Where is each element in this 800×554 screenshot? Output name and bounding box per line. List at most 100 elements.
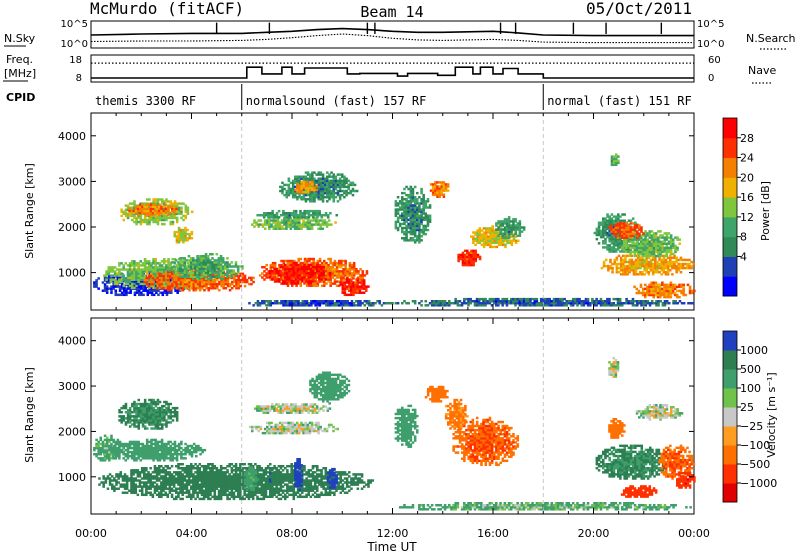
heatmap-cell [152,260,155,263]
heatmap-cell [189,275,193,279]
heatmap-cell [623,246,626,249]
heatmap-cell [654,250,658,254]
heatmap-cell [663,285,666,289]
heatmap-cell [209,271,212,274]
heatmap-cell [426,228,430,232]
heatmap-cell [224,276,228,280]
heatmap-cell [401,237,404,240]
heatmap-cell [351,189,355,193]
heatmap-cell [312,216,315,219]
heatmap-cell [271,212,274,215]
heatmap-cell [633,254,637,258]
heatmap-cell [445,304,449,307]
heatmap-cell [213,282,217,286]
heatmap-cell [311,182,314,186]
heatmap-cell [313,200,316,203]
heatmap-cell [612,242,616,245]
heatmap-cell [133,282,136,286]
heatmap-cell [476,253,480,257]
heatmap-cell [350,289,353,292]
heatmap-cell [221,269,225,272]
heatmap-cell [454,302,457,305]
heatmap-cell [606,231,609,235]
heatmap-cell [123,287,126,290]
heatmap-cell [145,205,148,209]
heatmap-cell [239,265,242,268]
heatmap-cell [213,269,216,272]
heatmap-cell [394,202,398,205]
heatmap-cell [356,277,359,280]
heatmap-cell [635,250,639,254]
heatmap-cell [599,231,603,235]
heatmap-cell [646,238,649,241]
heatmap-cell [356,289,359,292]
heatmap-cell [420,218,423,222]
heatmap-cell [646,293,649,297]
heatmap-cell [137,272,140,275]
heatmap-cell [291,187,295,191]
heatmap-cell [322,265,325,269]
heatmap-cell [357,272,360,275]
heatmap-cell [290,274,293,277]
heatmap-cell [255,221,258,224]
heatmap-cell [327,272,330,275]
heatmap-cell [269,212,272,215]
heatmap-cell [401,198,404,201]
heatmap-cell [428,302,432,305]
heatmap-cell [302,186,306,190]
heatmap-cell [514,230,517,233]
heatmap-cell [407,224,410,228]
heatmap-cell [93,281,96,284]
heatmap-cell [409,228,413,232]
heatmap-cell [428,218,432,222]
heatmap-cell [658,266,661,270]
heatmap-cell [319,225,322,228]
heatmap-cell [149,282,153,286]
heatmap-cell [128,278,132,281]
heatmap-cell [268,223,271,226]
heatmap-cell [323,284,326,287]
heatmap-cell [641,258,644,262]
heatmap-cell [179,265,182,268]
heatmap-cell [298,191,301,194]
heatmap-cell [263,274,266,277]
heatmap-cell [209,284,213,288]
heatmap-cell [559,300,562,303]
heatmap-cell [524,300,528,303]
heatmap-cell [341,179,344,183]
heatmap-cell [647,271,651,274]
heatmap-cell [331,263,335,267]
heatmap-cell [659,283,662,287]
heatmap-cell [413,196,417,199]
heatmap-cell [204,263,208,266]
heatmap-cell [148,262,151,265]
heatmap-cell [665,254,669,258]
heatmap-cell [340,270,343,273]
heatmap-cell [487,239,490,242]
heatmap-cell [204,277,208,281]
heatmap-cell [150,264,153,267]
heatmap-cell [182,218,185,222]
heatmap-cell [294,278,298,281]
heatmap-cell [634,273,638,276]
heatmap-cell [631,297,635,301]
heatmap-cell [633,246,637,250]
heatmap-cell [138,291,141,294]
heatmap-cell [175,278,178,282]
heatmap-cell [343,287,347,290]
heatmap-cell [463,249,467,253]
heatmap-cell [418,302,421,305]
noise-panel-frame [90,20,695,49]
heatmap-cell [533,297,537,301]
heatmap-cell [301,263,305,267]
heatmap-cell [405,200,408,203]
heatmap-cell [301,280,304,283]
heatmap-cell [503,222,507,225]
heatmap-cell [189,273,193,276]
heatmap-cell [640,302,643,305]
heatmap-cell [669,250,673,254]
heatmap-cell [136,205,140,209]
heatmap-cell [336,189,340,193]
heatmap-cell [625,238,628,241]
heatmap-cell [474,243,477,247]
